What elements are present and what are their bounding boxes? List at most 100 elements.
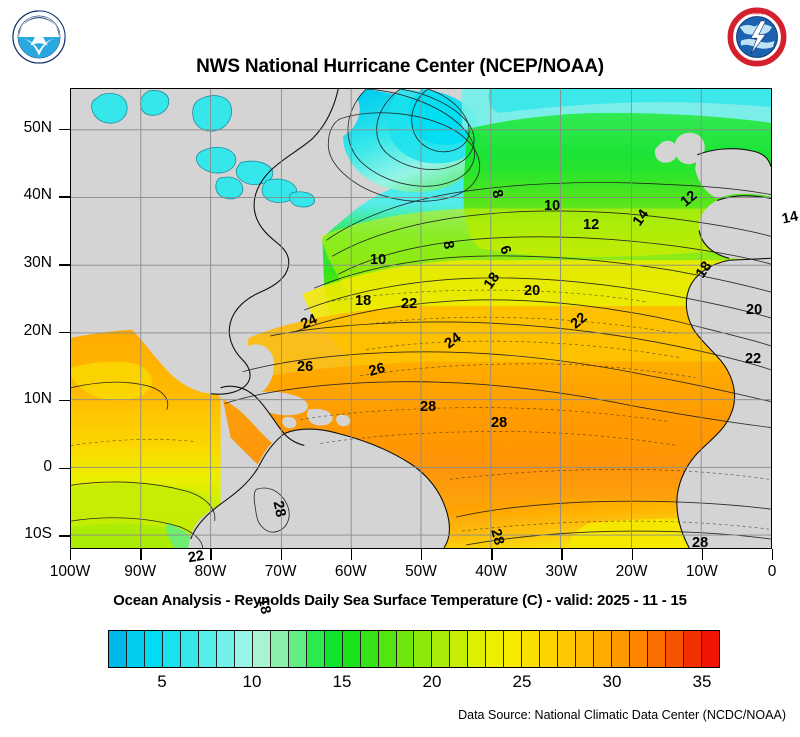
x-axis-label-8: 20W [615,563,648,580]
colorbar-tick-label-5: 30 [602,672,622,691]
hispaniola-land [307,408,333,426]
colorbar-tick-label-2: 15 [332,672,352,691]
colorbar-tick-label-0: 5 [157,672,167,691]
colorbar-tick-label-6: 35 [692,672,712,691]
x-axis-label-6: 40W [475,563,508,580]
colorbar-cell-12 [324,631,343,667]
colorbar-cell-22 [504,631,523,667]
colorbar-cell-31 [666,631,684,667]
x-axis-label-4: 60W [334,563,367,580]
great-lakes [196,146,315,208]
y-axis-label-3: 20N [23,322,52,340]
x-axis-tick [350,549,353,560]
x-axis-label-10: 0 [767,563,777,580]
contour-label-28-22: 28 [491,415,508,431]
sst-field-svg [71,89,771,548]
colorbar-cell-24 [540,631,559,667]
colorbar-cell-25 [558,631,577,667]
contour-label-20-14: 20 [746,302,763,318]
cuba-land [249,391,308,416]
pacific-warm-patch [71,361,152,401]
colorbar-cell-17 [414,631,433,667]
contour-label-10-1: 10 [544,198,561,214]
colorbar-cell-21 [486,631,505,667]
map-gridlines [71,89,771,548]
florida-land [240,344,274,396]
x-axis-label-2: 80W [194,563,227,580]
y-axis-tick [59,264,70,266]
contour-label-18-11: 18 [355,293,372,309]
colorbar-cell-5 [198,631,217,667]
x-axis-tick [70,549,72,560]
y-axis-tick [59,467,70,470]
colorbar-cell-29 [630,631,649,667]
contour-label-22-20: 22 [745,351,762,367]
colorbar-cell-23 [522,631,541,667]
colorbar-cell-4 [180,631,199,667]
y-axis-label-0: 50N [23,118,52,136]
contour-label-28-21: 28 [420,399,437,415]
canadian-lakes [91,90,232,132]
colorbar-cell-6 [216,631,235,667]
x-axis-tick [210,549,212,560]
colorbar-cell-18 [432,631,451,667]
contour-label-26-18: 26 [297,359,314,375]
noaa-logo-icon: NOAA [12,10,66,64]
y-axis-tick [59,399,70,402]
contour-lines-solid [71,89,771,548]
x-axis-label-5: 50W [405,563,437,580]
contour-label-14-5: 14 [780,208,800,228]
x-axis-tick [772,549,774,560]
x-axis-label-0: 100W [49,563,91,580]
puerto-rico-land [336,414,351,427]
north-america-land [71,89,339,395]
colorbar-cell-19 [450,631,469,667]
x-axis-tick [631,549,633,560]
colorbar-cell-27 [594,631,613,667]
y-axis-tick [59,535,70,537]
page-title: NWS National Hurricane Center (NCEP/NOAA… [196,56,604,77]
colorbar-tick-label-1: 10 [242,672,262,691]
contour-label-10-7: 10 [370,252,387,268]
map-subtitle: Ocean Analysis - Reynolds Daily Sea Surf… [113,592,687,609]
temperature-colorbar[interactable] [108,630,720,668]
colorbar-cell-8 [252,631,271,667]
sst-map-plot[interactable] [70,88,772,549]
colorbar-cell-20 [468,631,487,667]
x-axis-tick [701,549,704,560]
contour-label-22-12: 22 [401,296,418,312]
y-axis-label-6: 10S [24,525,52,543]
colorbar-cell-30 [648,631,667,667]
contour-label-12-2: 12 [583,217,600,233]
colorbar-cell-33 [701,631,719,667]
nws-logo-icon: NATIONAL SERVICE [727,7,787,67]
y-axis-label-4: 10N [23,389,52,407]
contour-label-28-23: 28 [269,499,289,519]
x-axis-label-7: 30W [545,563,578,580]
colorbar-cell-7 [234,631,253,667]
y-axis-label-5: 0 [43,457,52,475]
ireland-land [654,140,678,163]
svg-text:NOAA: NOAA [27,26,51,35]
svg-text:NATIONAL: NATIONAL [745,11,769,16]
western-europe-land [695,148,771,199]
x-axis-tick [140,549,142,560]
colorbar-cell-28 [612,631,631,667]
great-britain-land [674,132,705,165]
x-axis-tick [280,549,282,560]
data-source-note: Data Source: National Climatic Data Cent… [458,708,786,722]
contour-label-20-13: 20 [524,283,541,299]
colorbar-cell-15 [378,631,397,667]
y-axis-tick [59,128,70,131]
x-axis-label-3: 70W [264,563,297,580]
x-axis-label-9: 10W [685,563,718,580]
svg-text:SERVICE: SERVICE [747,60,767,65]
y-axis-tick [59,332,70,334]
colorbar-tick-label-4: 25 [512,672,532,691]
colorbar-cell-11 [306,631,325,667]
colorbar-cell-14 [360,631,379,667]
colorbar-cell-9 [270,631,289,667]
colorbar-cell-26 [576,631,595,667]
cold-band-north-inner [488,89,771,113]
